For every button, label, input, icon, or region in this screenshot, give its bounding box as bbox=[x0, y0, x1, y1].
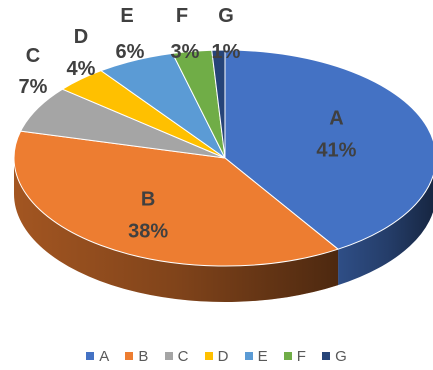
slice-label-name-b: B bbox=[141, 189, 155, 211]
legend-swatch-a bbox=[86, 352, 95, 360]
legend-swatch-c bbox=[164, 352, 173, 360]
pie-slice-g bbox=[211, 49, 226, 159]
legend-label-g: G bbox=[335, 348, 347, 365]
slice-label-value-e: 6% bbox=[116, 41, 145, 63]
legend-swatch-b bbox=[125, 352, 134, 360]
slice-label-value-f: 3% bbox=[171, 41, 200, 63]
legend-item-d: D bbox=[204, 348, 229, 365]
legend-label-b: B bbox=[138, 348, 149, 365]
slice-label-value-g: 1% bbox=[212, 41, 241, 63]
legend-item-c: C bbox=[164, 348, 189, 365]
legend-label-f: F bbox=[296, 348, 306, 365]
legend-item-e: E bbox=[244, 348, 268, 365]
legend-item-a: A bbox=[86, 348, 109, 365]
pie-slice-b bbox=[13, 130, 339, 267]
legend-label-d: D bbox=[217, 348, 229, 365]
slice-label-name-g: G bbox=[218, 5, 234, 27]
pie-side-shade-a bbox=[338, 176, 433, 286]
slice-label-value-a: 41% bbox=[316, 139, 356, 161]
legend-swatch-g bbox=[322, 352, 331, 360]
slice-label-name-e: E bbox=[120, 5, 133, 27]
slice-label-value-c: 7% bbox=[19, 76, 48, 98]
slice-label-value-d: 4% bbox=[67, 58, 96, 80]
slice-label-name-f: F bbox=[176, 5, 188, 27]
legend-item-b: B bbox=[125, 348, 148, 365]
legend-label-e: E bbox=[257, 348, 268, 365]
legend: A B C D E F G bbox=[0, 348, 433, 365]
pie-side-shade-b bbox=[14, 158, 339, 302]
legend-item-f: F bbox=[283, 348, 306, 365]
legend-swatch-f bbox=[283, 352, 292, 360]
slice-label-name-c: C bbox=[26, 45, 40, 67]
legend-swatch-e bbox=[244, 352, 253, 360]
slice-label-name-a: A bbox=[329, 107, 343, 129]
legend-item-g: G bbox=[322, 348, 347, 365]
legend-swatch-d bbox=[204, 352, 213, 360]
slice-label-value-b: 38% bbox=[128, 221, 168, 243]
legend-label-a: A bbox=[99, 348, 110, 365]
slice-label-name-d: D bbox=[74, 26, 88, 48]
legend-label-c: C bbox=[177, 348, 189, 365]
